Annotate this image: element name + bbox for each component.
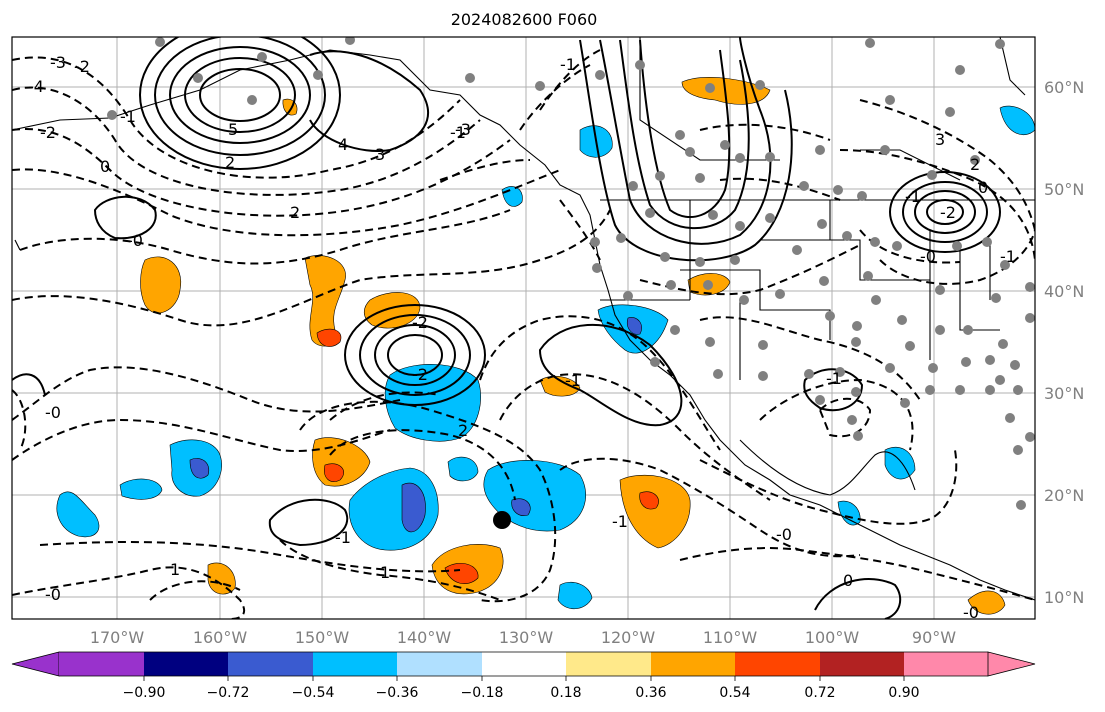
- contour-label: 2: [290, 203, 300, 222]
- contour-label: -1: [565, 371, 581, 390]
- lon-label-160w: 160°W: [193, 628, 248, 647]
- lon-label-130w: 130°W: [499, 628, 554, 647]
- contour-label: -1: [450, 123, 466, 142]
- contour-label: -3: [50, 53, 66, 72]
- contour-label: -1: [120, 107, 136, 126]
- lat-label-20n: 20°N: [1044, 486, 1084, 505]
- contour-label: -1: [335, 528, 351, 547]
- contour-label: 4: [338, 135, 348, 154]
- contour-label: -2: [74, 57, 90, 76]
- latitude-labels: 60°N 50°N 40°N 30°N 20°N 10°N: [1044, 78, 1084, 607]
- contour-label: 2: [225, 153, 235, 172]
- contour-label: -0: [45, 403, 61, 422]
- colorbar-tick-label: −0.90: [123, 685, 166, 701]
- lat-label-60n: 60°N: [1044, 78, 1084, 97]
- contour-label: 1: [170, 560, 180, 579]
- contour-label: -2: [40, 123, 56, 142]
- lat-label-10n: 10°N: [1044, 588, 1084, 607]
- colorbar-low-extend: [11, 651, 60, 677]
- station-markers: [107, 37, 1035, 510]
- lon-label-170w: 170°W: [90, 628, 145, 647]
- contour-label: -3: [455, 120, 471, 139]
- contour-label: 2: [458, 421, 468, 440]
- contour-label: 3: [375, 145, 385, 164]
- lat-label-30n: 30°N: [1044, 384, 1084, 403]
- lon-label-110w: 110°W: [703, 628, 758, 647]
- contour-label: -2: [412, 365, 428, 384]
- lat-label-40n: 40°N: [1044, 282, 1084, 301]
- contour-label: -1: [560, 55, 576, 74]
- contour-label: 3: [935, 130, 945, 149]
- contour-label: -1: [826, 369, 842, 388]
- contour-label: -1: [1000, 247, 1016, 266]
- contour-label: 1: [380, 563, 390, 582]
- storm-center-marker: [493, 511, 511, 529]
- map-frame: [11, 36, 1036, 620]
- contour-label: -1: [905, 187, 921, 206]
- contour-label: 0: [843, 571, 853, 590]
- colorbar-tick-label: 0.18: [550, 685, 581, 701]
- contour-label: 2: [970, 155, 980, 174]
- lon-label-150w: 150°W: [295, 628, 350, 647]
- colorbar-tick-label: 0.90: [888, 685, 919, 701]
- colorbar-high-extend: [987, 651, 1036, 677]
- contour-label: -1: [612, 512, 628, 531]
- colorbar-tick-label: 0.36: [635, 685, 666, 701]
- contour-label: -2: [940, 203, 956, 222]
- contour-label: -2: [412, 313, 428, 332]
- colorbar-tick-label: −0.54: [292, 685, 335, 701]
- contour-label: -0: [127, 231, 143, 250]
- lat-label-50n: 50°N: [1044, 180, 1084, 199]
- contour-labels: -3 -2 -4 -2 -1 0 5 4 3 2 -1 2 -0 3 2 -1 …: [28, 53, 1016, 622]
- contour-label: -0: [920, 247, 936, 266]
- lon-label-90w: 90°W: [912, 628, 956, 647]
- contour-label: -0: [776, 525, 792, 544]
- lon-label-100w: 100°W: [805, 628, 860, 647]
- lon-label-140w: 140°W: [397, 628, 452, 647]
- map-title: 2024082600 F060: [450, 10, 598, 29]
- colorbar-tick-label: 0.72: [804, 685, 835, 701]
- colorbar-tick-label: −0.72: [207, 685, 250, 701]
- colorbar-tick-label: −0.18: [461, 685, 504, 701]
- colorbar: −0.90 −0.72 −0.54 −0.36 −0.18 0.18 0.36 …: [11, 651, 1036, 701]
- contour-label: 0: [100, 157, 110, 176]
- longitude-labels: 170°W 160°W 150°W 140°W 130°W 120°W 110°…: [90, 628, 956, 647]
- colorbar-tick-label: −0.36: [376, 685, 419, 701]
- contour-label: 0: [978, 178, 988, 197]
- colorbar-tick-label: 0.54: [719, 685, 750, 701]
- contour-label: -4: [28, 77, 44, 96]
- dashed-contours: [12, 49, 1035, 619]
- contour-label: 5: [228, 120, 238, 139]
- solid-contours: [12, 37, 1001, 619]
- contour-label: -0: [963, 603, 979, 622]
- contour-label: -0: [45, 585, 61, 604]
- lon-label-120w: 120°W: [601, 628, 656, 647]
